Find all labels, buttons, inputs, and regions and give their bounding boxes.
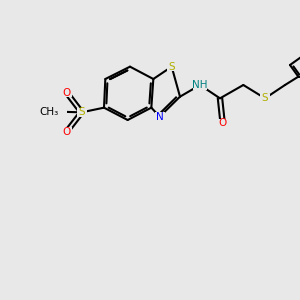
Text: O: O: [62, 88, 71, 98]
Bar: [193, 80, 207, 89]
Bar: [218, 119, 228, 128]
Bar: [49, 107, 67, 116]
Text: CH₃: CH₃: [39, 107, 58, 117]
Text: S: S: [262, 93, 268, 103]
Bar: [62, 127, 72, 136]
Bar: [155, 112, 165, 121]
Text: NH: NH: [192, 80, 208, 90]
Text: S: S: [168, 62, 175, 72]
Bar: [167, 62, 177, 71]
Text: S: S: [78, 107, 85, 117]
Bar: [260, 94, 270, 103]
Bar: [77, 108, 87, 117]
Bar: [62, 88, 72, 97]
Text: O: O: [218, 118, 227, 128]
Text: O: O: [62, 127, 71, 137]
Text: N: N: [156, 112, 164, 122]
